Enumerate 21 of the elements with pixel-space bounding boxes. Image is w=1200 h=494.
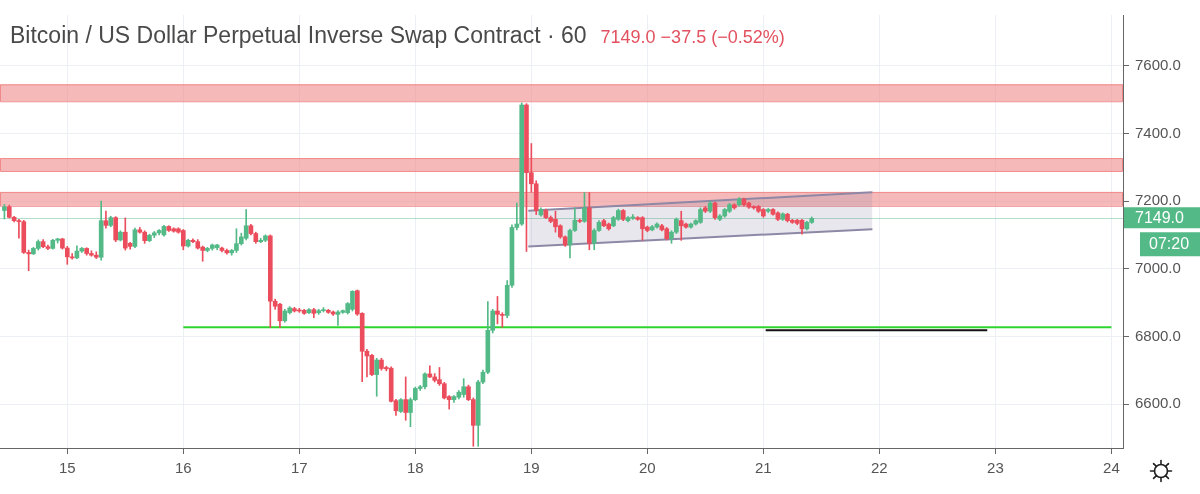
y-tick-label: 7400.0 — [1135, 123, 1181, 141]
y-tick-label: 7000.0 — [1135, 258, 1181, 276]
x-tick-label: 19 — [522, 459, 540, 477]
text: 7149.0 −37.5 (−0.52%) — [600, 27, 785, 47]
x-tick-label: 23 — [987, 459, 1004, 477]
x-tick-label: 15 — [58, 459, 76, 477]
x-tick-label: 24 — [1103, 459, 1120, 477]
x-tick-label: 17 — [290, 459, 308, 477]
x-tick-label: 21 — [755, 459, 772, 477]
y-tick-label: 6600.0 — [1135, 394, 1181, 412]
x-tick-label: 20 — [639, 459, 656, 477]
ref-line-label: 7149.0 — [1135, 208, 1185, 226]
y-tick-label: 7600.0 — [1135, 55, 1181, 73]
y-tick-label: 7200.0 — [1135, 191, 1181, 209]
x-tick-label: 16 — [174, 459, 192, 477]
y-tick-label: 6800.0 — [1135, 326, 1181, 344]
chart-title: Bitcoin / US Dollar Perpetual Inverse Swap Contract · 60 — [10, 22, 587, 48]
x-tick-label: 18 — [406, 459, 424, 477]
x-tick-label: 22 — [871, 459, 888, 477]
text: 07:20 — [1149, 234, 1190, 252]
candlestick — [678, 210, 684, 241]
